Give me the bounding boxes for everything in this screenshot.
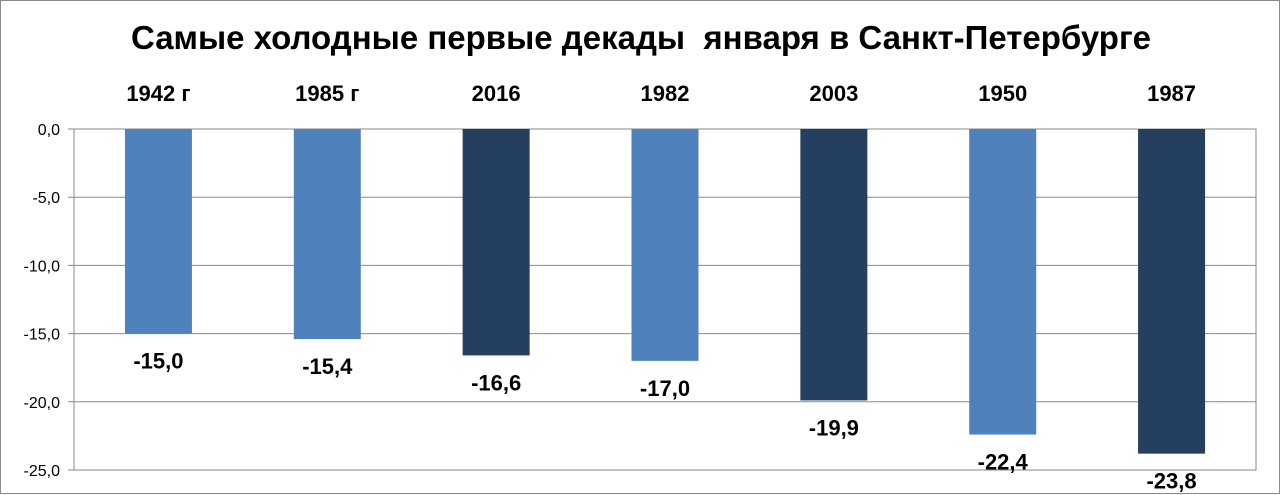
data-label: -17,0 xyxy=(640,376,690,401)
category-label: 2016 xyxy=(472,81,521,106)
data-label: -16,6 xyxy=(471,370,521,395)
bar xyxy=(462,129,530,356)
bar xyxy=(631,129,699,361)
category-label: 2003 xyxy=(809,81,858,106)
category-label: 1950 xyxy=(978,81,1027,106)
category-label: 1982 xyxy=(641,81,690,106)
data-label: -15,0 xyxy=(133,349,183,374)
data-label: -23,8 xyxy=(1146,469,1196,494)
bar xyxy=(293,129,361,340)
category-label: 1987 xyxy=(1147,81,1196,106)
bar xyxy=(1138,129,1206,454)
data-label: -22,4 xyxy=(978,450,1029,475)
y-tick-label: -20,0 xyxy=(24,395,61,412)
category-label: 1942 г xyxy=(126,81,190,106)
data-label: -19,9 xyxy=(809,415,859,440)
y-tick-label: -5,0 xyxy=(32,190,60,207)
y-tick-label: -15,0 xyxy=(24,327,61,344)
y-tick-label: 0,0 xyxy=(38,122,60,139)
chart-title: Самые холодные первые декады января в Са… xyxy=(130,19,1152,56)
category-label: 1985 г xyxy=(295,81,359,106)
bar xyxy=(124,129,192,334)
y-tick-label: -25,0 xyxy=(24,463,61,480)
y-tick-label: -10,0 xyxy=(24,258,61,275)
data-label: -15,4 xyxy=(302,354,353,379)
bar xyxy=(969,129,1037,435)
bar xyxy=(800,129,868,401)
